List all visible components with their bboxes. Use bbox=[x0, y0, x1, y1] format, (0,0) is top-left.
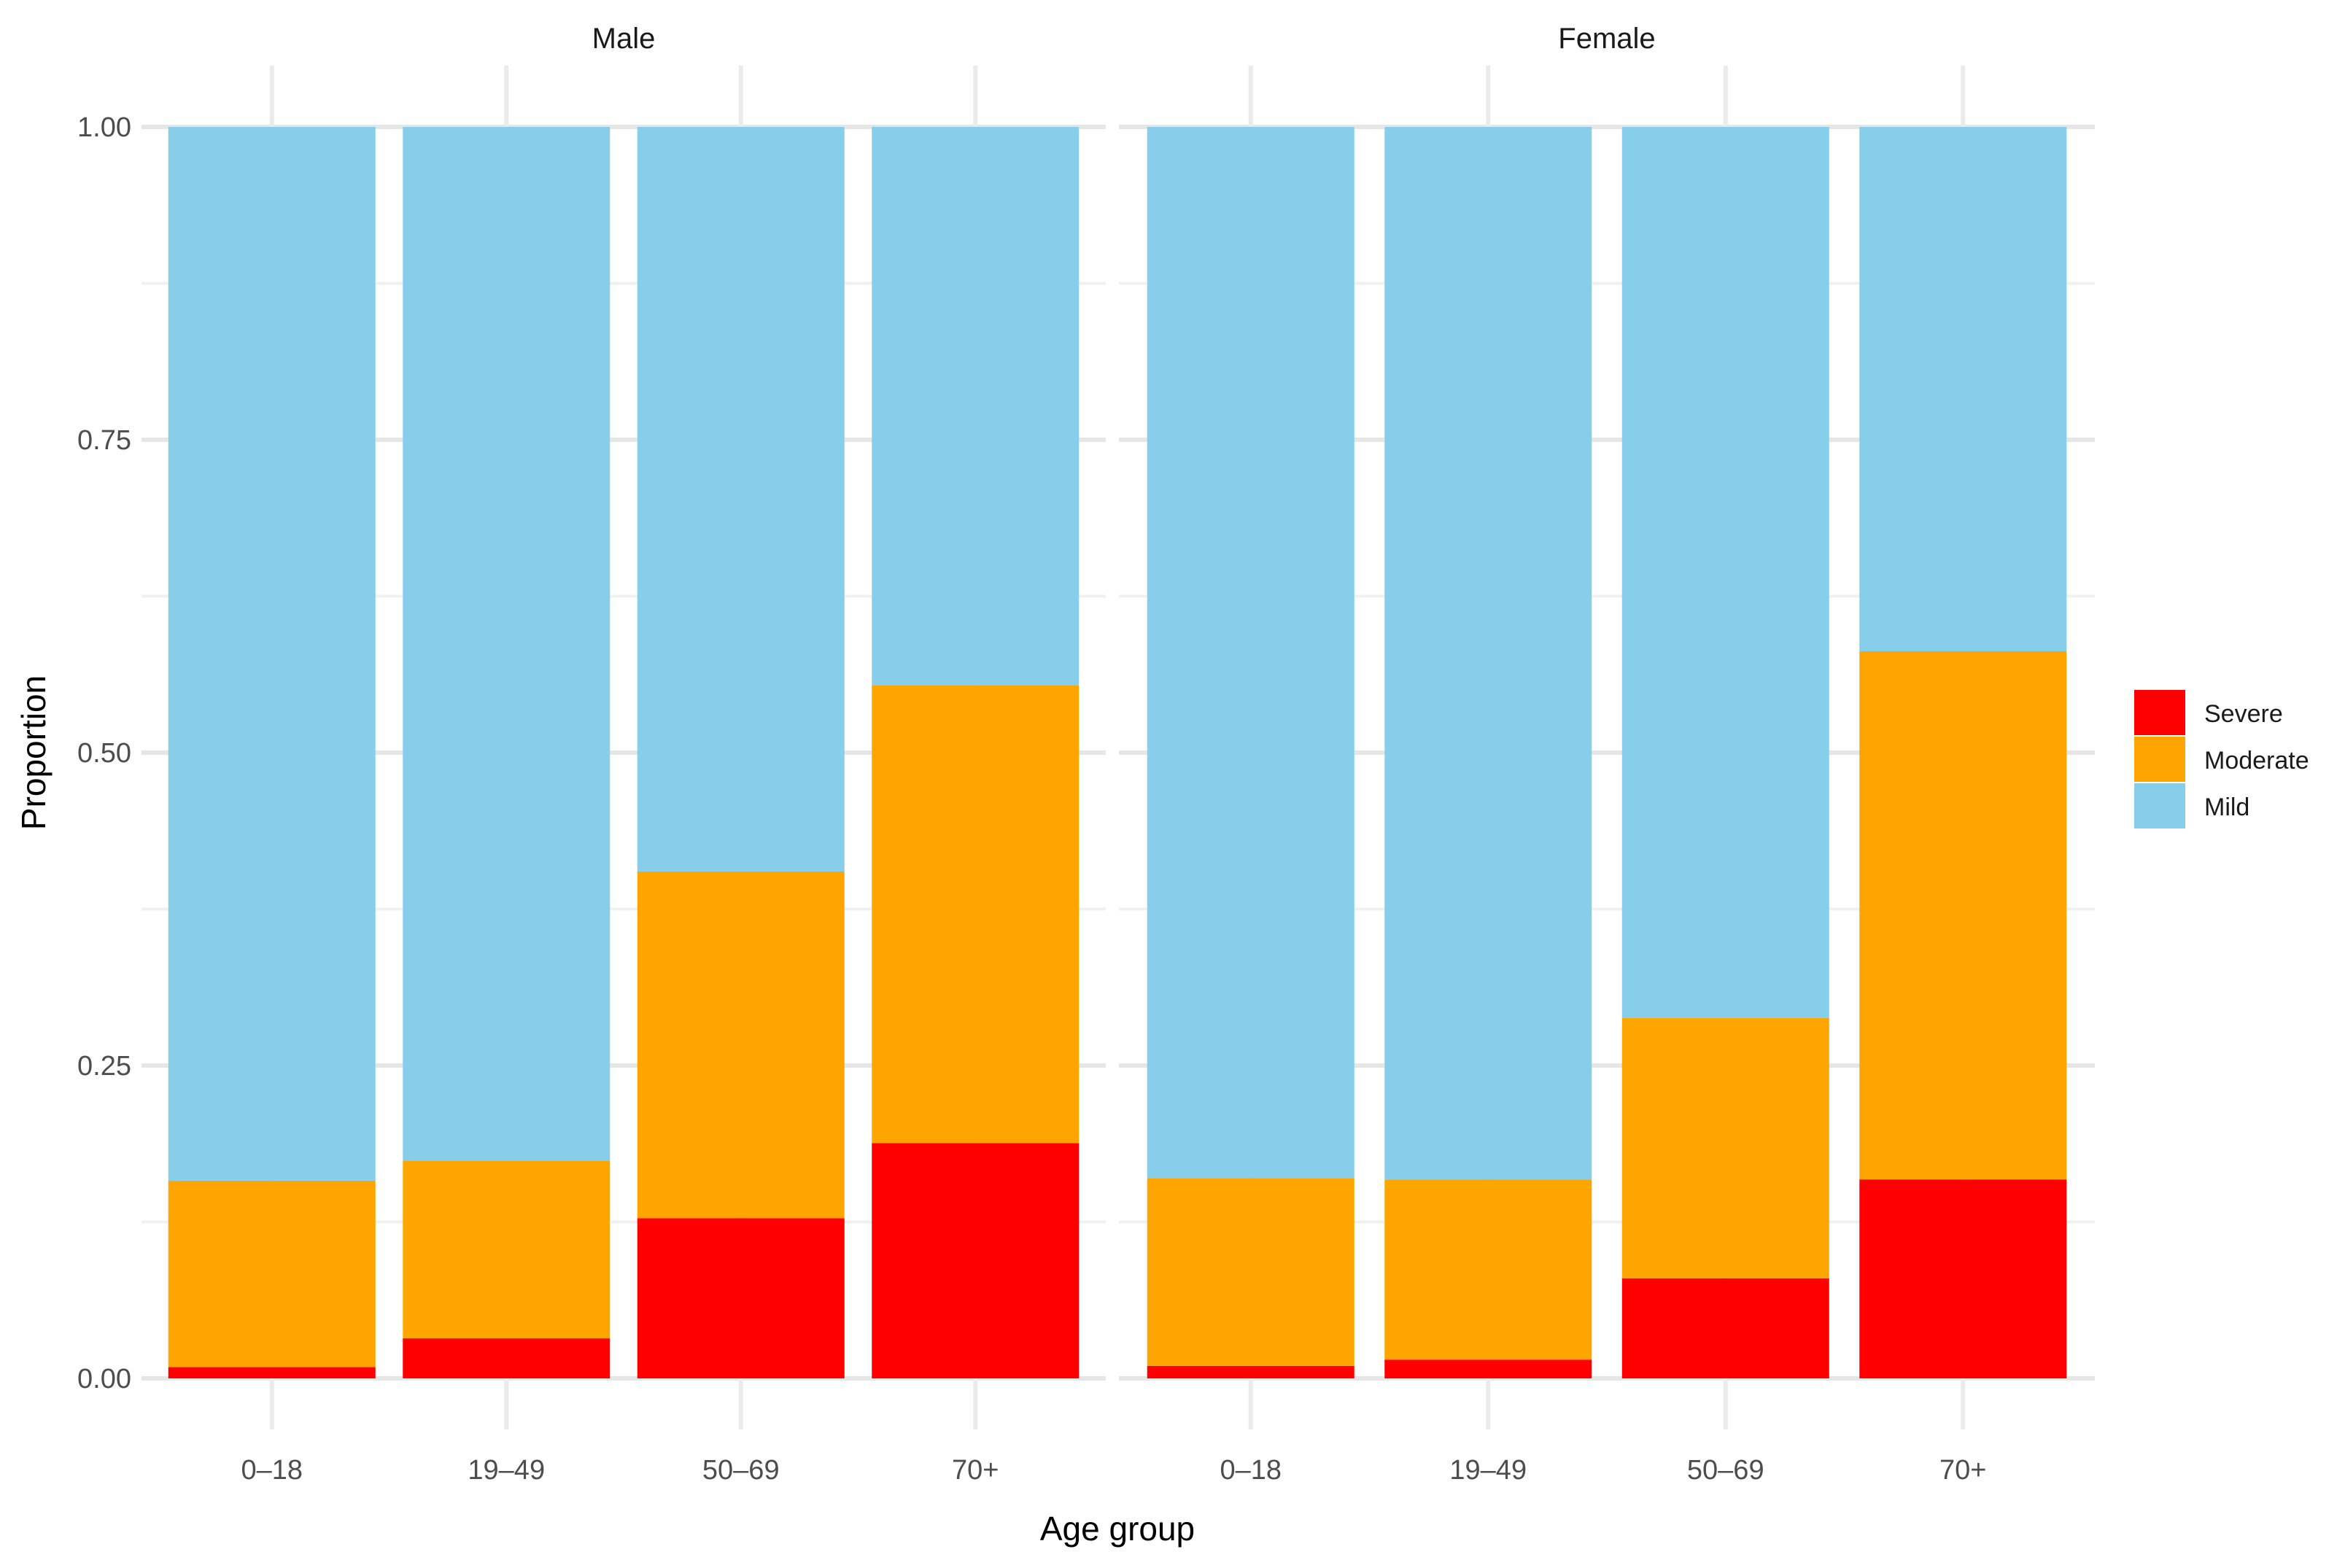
bar-female-mild-0 bbox=[1147, 127, 1354, 1179]
panel-male: 0–18 19–49 50–69 70+ Male bbox=[142, 23, 1106, 1486]
y-tick-label: 0.75 bbox=[77, 425, 131, 456]
bar-male-moderate-1 bbox=[403, 1160, 611, 1339]
panel-female: 0–18 19–49 50–69 70+ Female bbox=[1119, 23, 2095, 1486]
y-tick-label: 0.00 bbox=[77, 1364, 131, 1394]
bar-male-severe-3 bbox=[872, 1143, 1080, 1378]
legend: Severe Moderate Mild bbox=[2134, 690, 2309, 828]
x-axis-title: Age group bbox=[1040, 1510, 1195, 1548]
bar-male-mild-1 bbox=[403, 127, 611, 1161]
bar-male-mild-0 bbox=[168, 127, 376, 1181]
legend-label-mild: Mild bbox=[2204, 793, 2249, 821]
panel-title: Male bbox=[592, 23, 656, 55]
x-tick-label: 70+ bbox=[952, 1455, 999, 1486]
bar-female-moderate-0 bbox=[1147, 1178, 1354, 1366]
legend-key-severe bbox=[2134, 690, 2185, 735]
x-tick-label: 0–18 bbox=[241, 1455, 303, 1486]
bar-male-mild-3 bbox=[872, 127, 1080, 686]
legend-label-severe: Severe bbox=[2204, 700, 2283, 728]
y-tick-label: 1.00 bbox=[77, 112, 131, 143]
bar-female-severe-3 bbox=[1859, 1179, 2067, 1378]
x-tick-label: 50–69 bbox=[702, 1455, 780, 1486]
bar-male-moderate-2 bbox=[637, 872, 845, 1219]
bar-male-severe-0 bbox=[168, 1367, 376, 1378]
x-tick-label: 0–18 bbox=[1220, 1455, 1282, 1486]
bar-female-mild-3 bbox=[1859, 127, 2067, 652]
bar-female-moderate-1 bbox=[1384, 1179, 1592, 1360]
bar-male-severe-2 bbox=[637, 1218, 845, 1378]
x-tick-label: 19–49 bbox=[468, 1455, 545, 1486]
x-tick-label: 50–69 bbox=[1687, 1455, 1764, 1486]
bar-male-severe-1 bbox=[403, 1338, 611, 1378]
legend-key-moderate bbox=[2134, 737, 2185, 782]
y-axis-title: Proportion bbox=[15, 675, 53, 830]
bar-female-moderate-2 bbox=[1621, 1017, 1829, 1278]
bar-female-severe-0 bbox=[1147, 1365, 1354, 1378]
bar-female-mild-1 bbox=[1384, 127, 1592, 1180]
legend-label-moderate: Moderate bbox=[2204, 747, 2309, 775]
bar-female-moderate-3 bbox=[1859, 651, 2067, 1180]
x-tick-label: 19–49 bbox=[1449, 1455, 1527, 1486]
bar-female-severe-1 bbox=[1384, 1359, 1592, 1378]
bar-male-mild-2 bbox=[637, 127, 845, 872]
y-tick-label: 0.50 bbox=[77, 738, 131, 769]
legend-key-mild bbox=[2134, 783, 2185, 828]
bar-male-moderate-3 bbox=[872, 685, 1080, 1144]
y-tick-label: 0.25 bbox=[77, 1051, 131, 1082]
bar-female-severe-2 bbox=[1621, 1278, 1829, 1378]
bar-male-moderate-0 bbox=[168, 1180, 376, 1367]
x-tick-label: 70+ bbox=[1939, 1455, 1986, 1486]
bar-female-mild-2 bbox=[1621, 127, 1829, 1018]
panel-title: Female bbox=[1558, 23, 1655, 55]
